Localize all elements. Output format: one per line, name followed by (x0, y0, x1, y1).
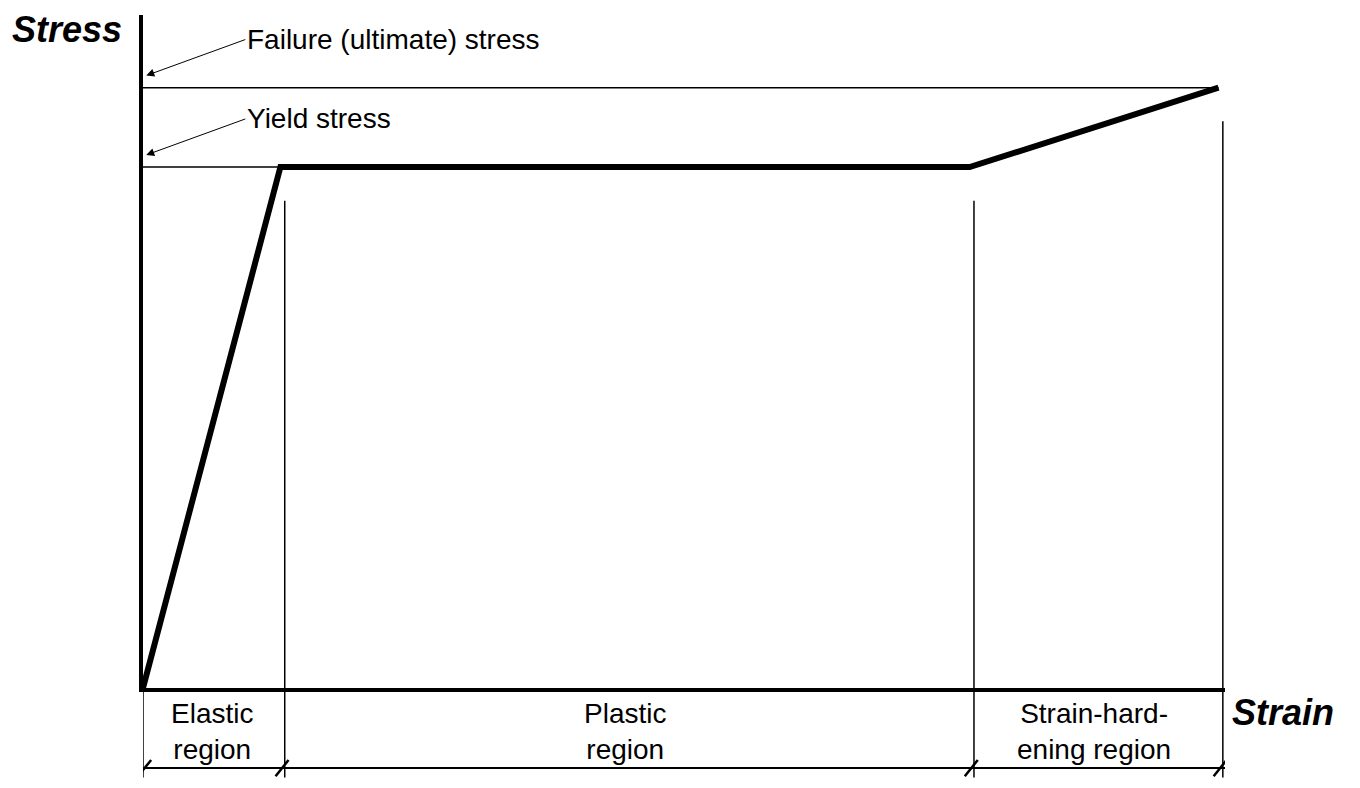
svg-text:Strain-hard-ening region: Strain-hard-ening region (1017, 698, 1171, 765)
svg-text:Stress: Stress (12, 9, 122, 50)
svg-text:Strain: Strain (1232, 692, 1334, 733)
svg-text:Elasticregion: Elasticregion (171, 698, 253, 765)
svg-text:Failure (ultimate) stress: Failure (ultimate) stress (247, 24, 540, 55)
svg-text:Yield stress: Yield stress (247, 103, 391, 134)
svg-text:Plasticregion: Plasticregion (584, 698, 666, 765)
